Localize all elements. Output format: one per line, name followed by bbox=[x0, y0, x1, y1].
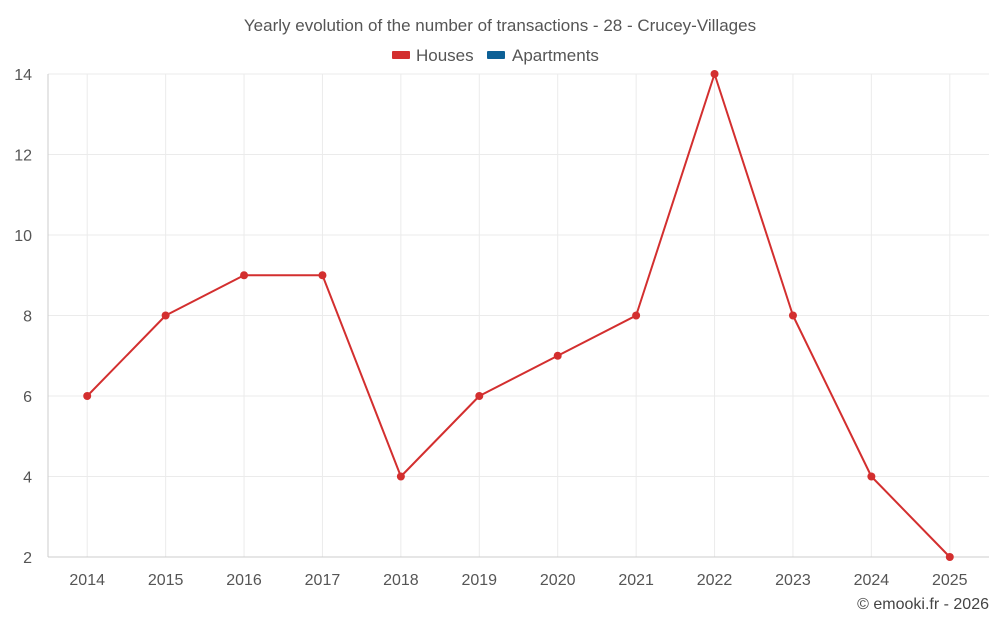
data-point-houses-2023[interactable] bbox=[788, 311, 797, 320]
y-tick-label: 12 bbox=[14, 148, 32, 165]
x-tick-label: 2022 bbox=[697, 572, 733, 589]
y-tick-label: 10 bbox=[14, 228, 32, 245]
data-point-houses-2024[interactable] bbox=[867, 472, 876, 481]
x-tick-label: 2016 bbox=[226, 572, 262, 589]
data-point-houses-2022[interactable] bbox=[710, 70, 719, 78]
legend-label-apartments: Apartments bbox=[512, 46, 599, 65]
data-point-houses-2015[interactable] bbox=[161, 311, 170, 320]
chart-title: Yearly evolution of the number of transa… bbox=[244, 16, 756, 35]
legend-swatch-apartments bbox=[487, 51, 505, 59]
axes: 2 4 6 8 10 12 14 2014 2015 2016 2017 2018 2019 2020 20… bbox=[14, 67, 989, 589]
data-point-houses-2016[interactable] bbox=[240, 271, 249, 280]
series-houses bbox=[83, 70, 954, 561]
x-tick-label: 2019 bbox=[461, 572, 497, 589]
y-tick-label: 4 bbox=[23, 470, 32, 487]
data-point-houses-2017[interactable] bbox=[318, 271, 327, 280]
x-tick-label: 2025 bbox=[932, 572, 968, 589]
credit-text: © emooki.fr - 2026 bbox=[857, 596, 989, 613]
x-tick-label: 2023 bbox=[775, 572, 811, 589]
data-point-houses-2019[interactable] bbox=[475, 392, 484, 400]
legend-item-houses[interactable]: Houses bbox=[392, 46, 474, 65]
legend-swatch-houses bbox=[392, 51, 410, 59]
y-tick-label: 6 bbox=[23, 389, 32, 406]
legend-item-apartments[interactable]: Apartments bbox=[487, 46, 599, 65]
x-tick-label: 2015 bbox=[148, 572, 184, 589]
x-tick-label: 2018 bbox=[383, 572, 419, 589]
grid bbox=[48, 73, 989, 557]
x-tick-label: 2021 bbox=[618, 572, 654, 589]
x-tick-label: 2020 bbox=[540, 572, 576, 589]
data-point-houses-2018[interactable] bbox=[396, 472, 405, 481]
y-tick-label: 2 bbox=[23, 550, 32, 567]
data-point-houses-2025[interactable] bbox=[945, 553, 954, 561]
x-tick-label: 2014 bbox=[69, 572, 105, 589]
data-point-houses-2021[interactable] bbox=[632, 311, 641, 320]
data-point-houses-2020[interactable] bbox=[553, 351, 562, 360]
y-tick-label: 14 bbox=[14, 67, 32, 84]
x-tick-label: 2024 bbox=[854, 572, 890, 589]
series-line-houses bbox=[86, 73, 951, 558]
y-tick-label: 8 bbox=[23, 309, 32, 326]
legend-label-houses: Houses bbox=[416, 46, 474, 65]
data-point-houses-2014[interactable] bbox=[83, 392, 92, 400]
x-tick-label: 2017 bbox=[305, 572, 341, 589]
legend: Houses Apartments bbox=[392, 46, 599, 65]
